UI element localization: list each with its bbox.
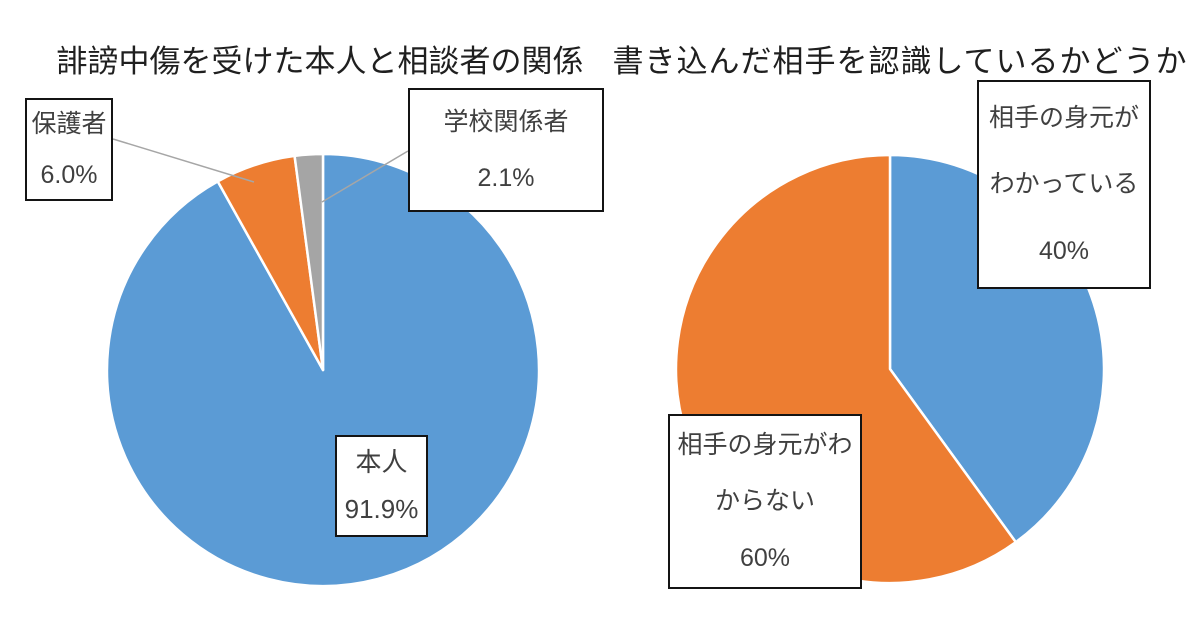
callout-honnin: 本人 91.9% <box>335 435 428 537</box>
callout-identity-unknown: 相手の身元がわ からない 60% <box>668 414 862 589</box>
callout-gakkou-kankeisha: 学校関係者 2.1% <box>408 88 604 212</box>
leader-line-gakkou <box>321 150 409 203</box>
callout-hogosha-label: 保護者 <box>31 110 107 139</box>
callout-identity-unknown-value: 60% <box>739 543 791 572</box>
callout-identity-unknown-line2: からない <box>714 487 815 516</box>
chart-title-right: 書き込んだ相手を認識しているかどうか <box>612 44 1188 79</box>
callout-gakkou-label: 学校関係者 <box>443 107 569 136</box>
pie-0-slice-2 <box>293 152 325 372</box>
callout-honnin-label: 本人 <box>355 446 408 477</box>
callout-identity-unknown-line1: 相手の身元がわ <box>677 431 853 460</box>
callout-identity-known: 相手の身元が わかっている 40% <box>977 80 1151 289</box>
callout-identity-known-value: 40% <box>1038 236 1090 265</box>
callout-honnin-value: 91.9% <box>344 494 419 524</box>
callout-gakkou-value: 2.1% <box>477 164 535 192</box>
callout-hogosha-value: 6.0% <box>40 160 98 189</box>
leader-line-hogosha <box>112 138 255 183</box>
callout-hogosha: 保護者 6.0% <box>25 98 113 201</box>
chart-title-left: 誹謗中傷を受けた本人と相談者の関係 <box>56 44 584 79</box>
pie-consulter-relationship <box>105 152 541 588</box>
callout-identity-known-line2: わかっている <box>989 170 1139 199</box>
callout-identity-known-line1: 相手の身元が <box>988 104 1139 133</box>
